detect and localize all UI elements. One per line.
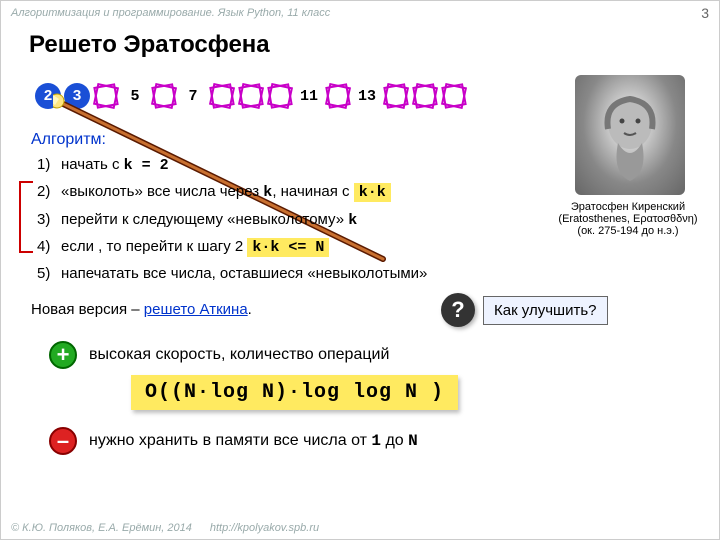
sieve-cell [441, 83, 467, 109]
complexity-box: O((N·log N)·log log N ) [131, 375, 458, 410]
question-box: ? Как улучшить? [441, 293, 608, 327]
minus-icon: – [49, 427, 77, 455]
course-title: Алгоритмизация и программирование. Язык … [11, 7, 330, 19]
sieve-cell [151, 83, 177, 109]
loop-bracket [19, 181, 33, 253]
pros-row: + высокая скорость, количество операций [49, 341, 389, 369]
atkin-prefix: Новая версия – [31, 301, 144, 318]
portrait-name: Эратосфен Киренский [553, 201, 703, 213]
atkin-link[interactable]: решето Аткина [144, 301, 248, 318]
sieve-cell [412, 83, 438, 109]
page-number: 3 [701, 5, 709, 21]
footer-authors: © К.Ю. Поляков, Е.А. Ерёмин, 2014 [11, 522, 192, 534]
pros-text: высокая скорость, количество операций [89, 346, 389, 364]
plus-icon: + [49, 341, 77, 369]
algorithm-step: 2)«выколоть» все числа через k, начиная … [37, 182, 507, 203]
header-strip: Алгоритмизация и программирование. Язык … [1, 1, 719, 25]
footer: © К.Ю. Поляков, Е.А. Ерёмин, 2014 http:/… [1, 517, 719, 539]
atkin-suffix: . [248, 301, 252, 318]
algorithm-step: 5)напечатать все числа, оставшиеся «невы… [37, 264, 507, 284]
question-icon: ? [441, 293, 475, 327]
sieve-cell [267, 83, 293, 109]
sieve-row: 23 5 7 11 13 [35, 83, 467, 109]
algorithm-step: 3)перейти к следующему «невыколотому» k [37, 210, 507, 231]
sieve-cell [93, 83, 119, 109]
algorithm-label: Алгоритм: [31, 131, 106, 149]
sieve-cell: 7 [180, 83, 206, 109]
portrait-latin: (Eratosthenes, Ερατοσθδνη) [553, 213, 703, 225]
sieve-cell [209, 83, 235, 109]
sieve-cell: 13 [354, 83, 380, 109]
sieve-cell [383, 83, 409, 109]
sieve-cell: 5 [122, 83, 148, 109]
algorithm-step: 4)если , то перейти к шагу 2 k·k <= N [37, 237, 507, 258]
footer-url: http://kpolyakov.spb.ru [210, 522, 319, 534]
sieve-cell: 2 [35, 83, 61, 109]
cons-row: – нужно хранить в памяти все числа от 1 … [49, 427, 418, 455]
portrait-dates: (ок. 275-194 до н.э.) [553, 225, 703, 237]
question-text: Как улучшить? [483, 296, 608, 325]
sieve-cell: 11 [296, 83, 322, 109]
sieve-cell: 3 [64, 83, 90, 109]
page-title: Решето Эратосфена [29, 31, 270, 59]
portrait-caption: Эратосфен Киренский (Eratosthenes, Ερατο… [553, 201, 703, 237]
algorithm-list: 1)начать с k = 2 2)«выколоть» все числа ч… [37, 155, 507, 290]
sieve-cell [238, 83, 264, 109]
sieve-cell [325, 83, 351, 109]
portrait-image [575, 75, 685, 195]
atkin-line: Новая версия – решето Аткина. [31, 301, 252, 318]
algorithm-step: 1)начать с k = 2 [37, 155, 507, 176]
cons-text: нужно хранить в памяти все числа от 1 до… [89, 432, 418, 450]
